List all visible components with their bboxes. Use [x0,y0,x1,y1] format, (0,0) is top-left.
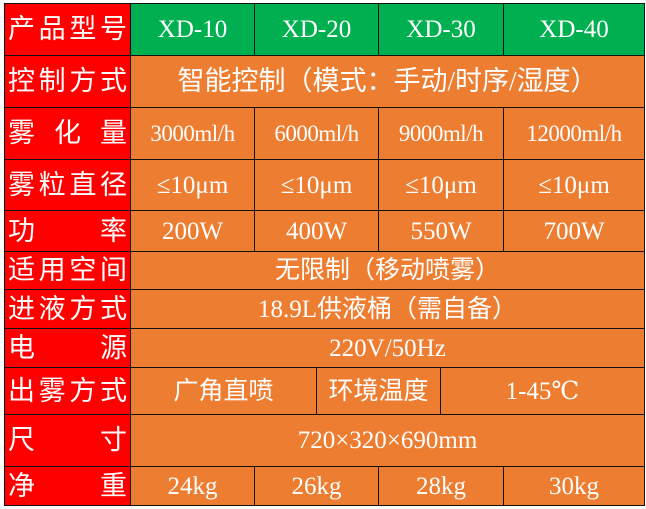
row-atomization: 雾 化 量 3000ml/h 6000ml/h 9000ml/h 12000ml… [4,107,645,160]
row-weight: 净 重 24kg 26kg 28kg 30kg [4,466,645,506]
row-label: 控制方式 [4,55,131,108]
model-cell: XD-40 [503,3,645,56]
header-label: 产品型号 [4,3,131,56]
row-label: 雾粒直径 [4,159,131,211]
value-cell: 700W [503,210,645,252]
env-temp-label: 环境温度 [316,367,441,415]
size-value: 720×320×690mm [130,414,645,467]
value-cell: 550W [378,210,504,252]
row-power: 功 率 200W 400W 550W 700W [4,210,645,252]
row-spray: 出雾方式 广角直喷 环境温度 1-45℃ [4,367,645,415]
row-size: 尺 寸 720×320×690mm [4,414,645,467]
value-cell: 400W [254,210,379,252]
supply-value: 18.9L供液桶（需自备） [130,289,645,329]
row-label: 进液方式 [4,289,131,329]
row-particle: 雾粒直径 ≤10μm ≤10μm ≤10μm ≤10μm [4,159,645,211]
row-supply: 进液方式 18.9L供液桶（需自备） [4,289,645,329]
row-control: 控制方式 智能控制（模式：手动/时序/湿度） [4,55,645,108]
value-cell: 12000ml/h [503,107,645,160]
model-cell: XD-20 [254,3,379,56]
value-cell: 6000ml/h [254,107,379,160]
model-cell: XD-30 [378,3,504,56]
row-source: 电 源 220V/50Hz [4,328,645,368]
spray-value: 广角直喷 [130,367,317,415]
value-cell: 28kg [378,466,504,506]
row-label: 电 源 [4,328,131,368]
value-cell: 3000ml/h [130,107,255,160]
row-label: 尺 寸 [4,414,131,467]
value-cell: 30kg [503,466,645,506]
model-cell: XD-10 [130,3,255,56]
value-cell: ≤10μm [378,159,504,211]
row-label: 适用空间 [4,251,131,290]
row-label: 出雾方式 [4,367,131,415]
header-row: 产品型号 XD-10 XD-20 XD-30 XD-40 [4,3,645,56]
row-label: 功 率 [4,210,131,252]
value-cell: ≤10μm [254,159,379,211]
spec-table: 产品型号 XD-10 XD-20 XD-30 XD-40 控制方式 智能控制（模… [4,3,645,506]
source-value: 220V/50Hz [130,328,645,368]
row-label: 净 重 [4,466,131,506]
row-label: 雾 化 量 [4,107,131,160]
value-cell: 24kg [130,466,255,506]
space-value: 无限制（移动喷雾） [130,251,645,290]
value-cell: ≤10μm [130,159,255,211]
value-cell: ≤10μm [503,159,645,211]
value-cell: 200W [130,210,255,252]
value-cell: 9000ml/h [378,107,504,160]
value-cell: 26kg [254,466,379,506]
row-space: 适用空间 无限制（移动喷雾） [4,251,645,290]
control-value: 智能控制（模式：手动/时序/湿度） [130,55,645,108]
env-temp-value: 1-45℃ [440,367,645,415]
